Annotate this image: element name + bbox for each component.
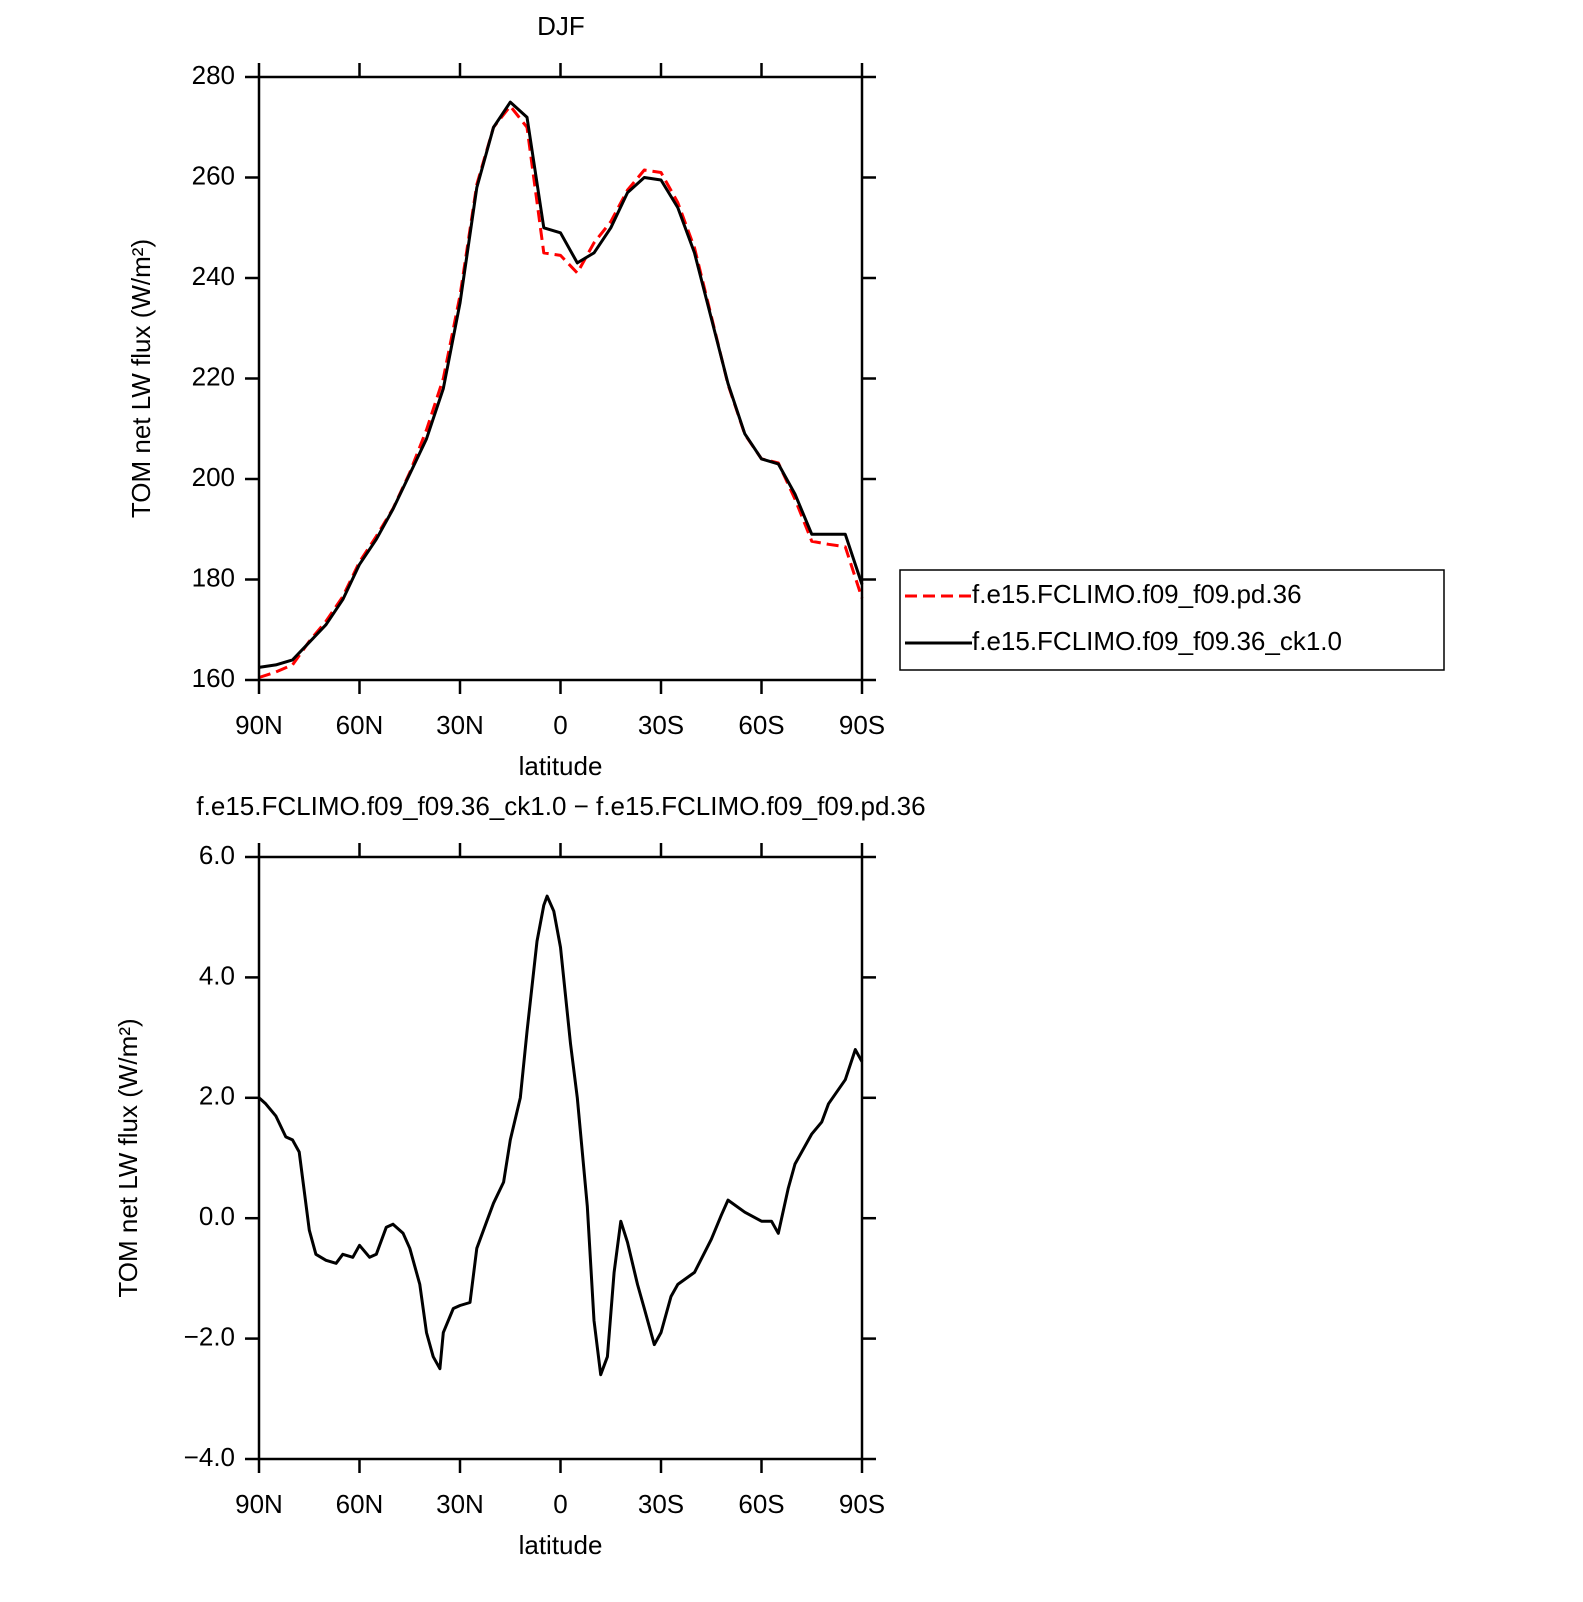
- x-tick-label: 60N: [336, 710, 384, 740]
- x-tick-label: 90N: [235, 710, 283, 740]
- legend-label: f.e15.FCLIMO.f09_f09.36_ck1.0: [972, 626, 1342, 656]
- y-tick-label: 2.0: [199, 1081, 235, 1111]
- legend-label: f.e15.FCLIMO.f09_f09.pd.36: [972, 579, 1302, 609]
- y-tick-label: −4.0: [184, 1442, 235, 1472]
- y-tick-label: 240: [192, 261, 235, 291]
- x-tick-label: 0: [553, 1489, 567, 1519]
- y-tick-label: 280: [192, 60, 235, 90]
- x-tick-label: 90S: [839, 710, 885, 740]
- y-tick-label: 260: [192, 160, 235, 190]
- x-tick-label: 90N: [235, 1489, 283, 1519]
- x-tick-label: 30S: [638, 1489, 684, 1519]
- y-tick-label: 200: [192, 462, 235, 492]
- x-tick-label: 90S: [839, 1489, 885, 1519]
- x-tick-label: 30S: [638, 710, 684, 740]
- x-tick-label: 0: [553, 710, 567, 740]
- y-tick-label: 220: [192, 361, 235, 391]
- x-axis-label: latitude: [519, 751, 603, 781]
- x-tick-label: 30N: [436, 1489, 484, 1519]
- series-line: [258, 104, 864, 679]
- x-tick-label: 60S: [738, 710, 784, 740]
- plot-frame: [257, 75, 864, 682]
- chart-title: f.e15.FCLIMO.f09_f09.36_ck1.0 − f.e15.FC…: [196, 791, 925, 821]
- y-tick-label: 160: [192, 663, 235, 693]
- plot-frame: [257, 855, 864, 1461]
- y-axis-label: TOM net LW flux (W/m²): [113, 1018, 143, 1297]
- legend-box: [899, 569, 1445, 671]
- x-tick-label: 60N: [336, 1489, 384, 1519]
- x-axis-label: latitude: [519, 1530, 603, 1560]
- series-line: [257, 894, 864, 1377]
- y-tick-label: 180: [192, 562, 235, 592]
- x-tick-label: 30N: [436, 710, 484, 740]
- chart-title: DJF: [537, 11, 585, 41]
- y-axis-label: TOM net LW flux (W/m²): [126, 239, 156, 518]
- y-tick-label: 4.0: [199, 960, 235, 990]
- y-tick-label: 6.0: [199, 840, 235, 870]
- y-tick-label: −2.0: [184, 1321, 235, 1351]
- series-line: [258, 100, 864, 669]
- y-tick-label: 0.0: [199, 1201, 235, 1231]
- x-tick-label: 60S: [738, 1489, 784, 1519]
